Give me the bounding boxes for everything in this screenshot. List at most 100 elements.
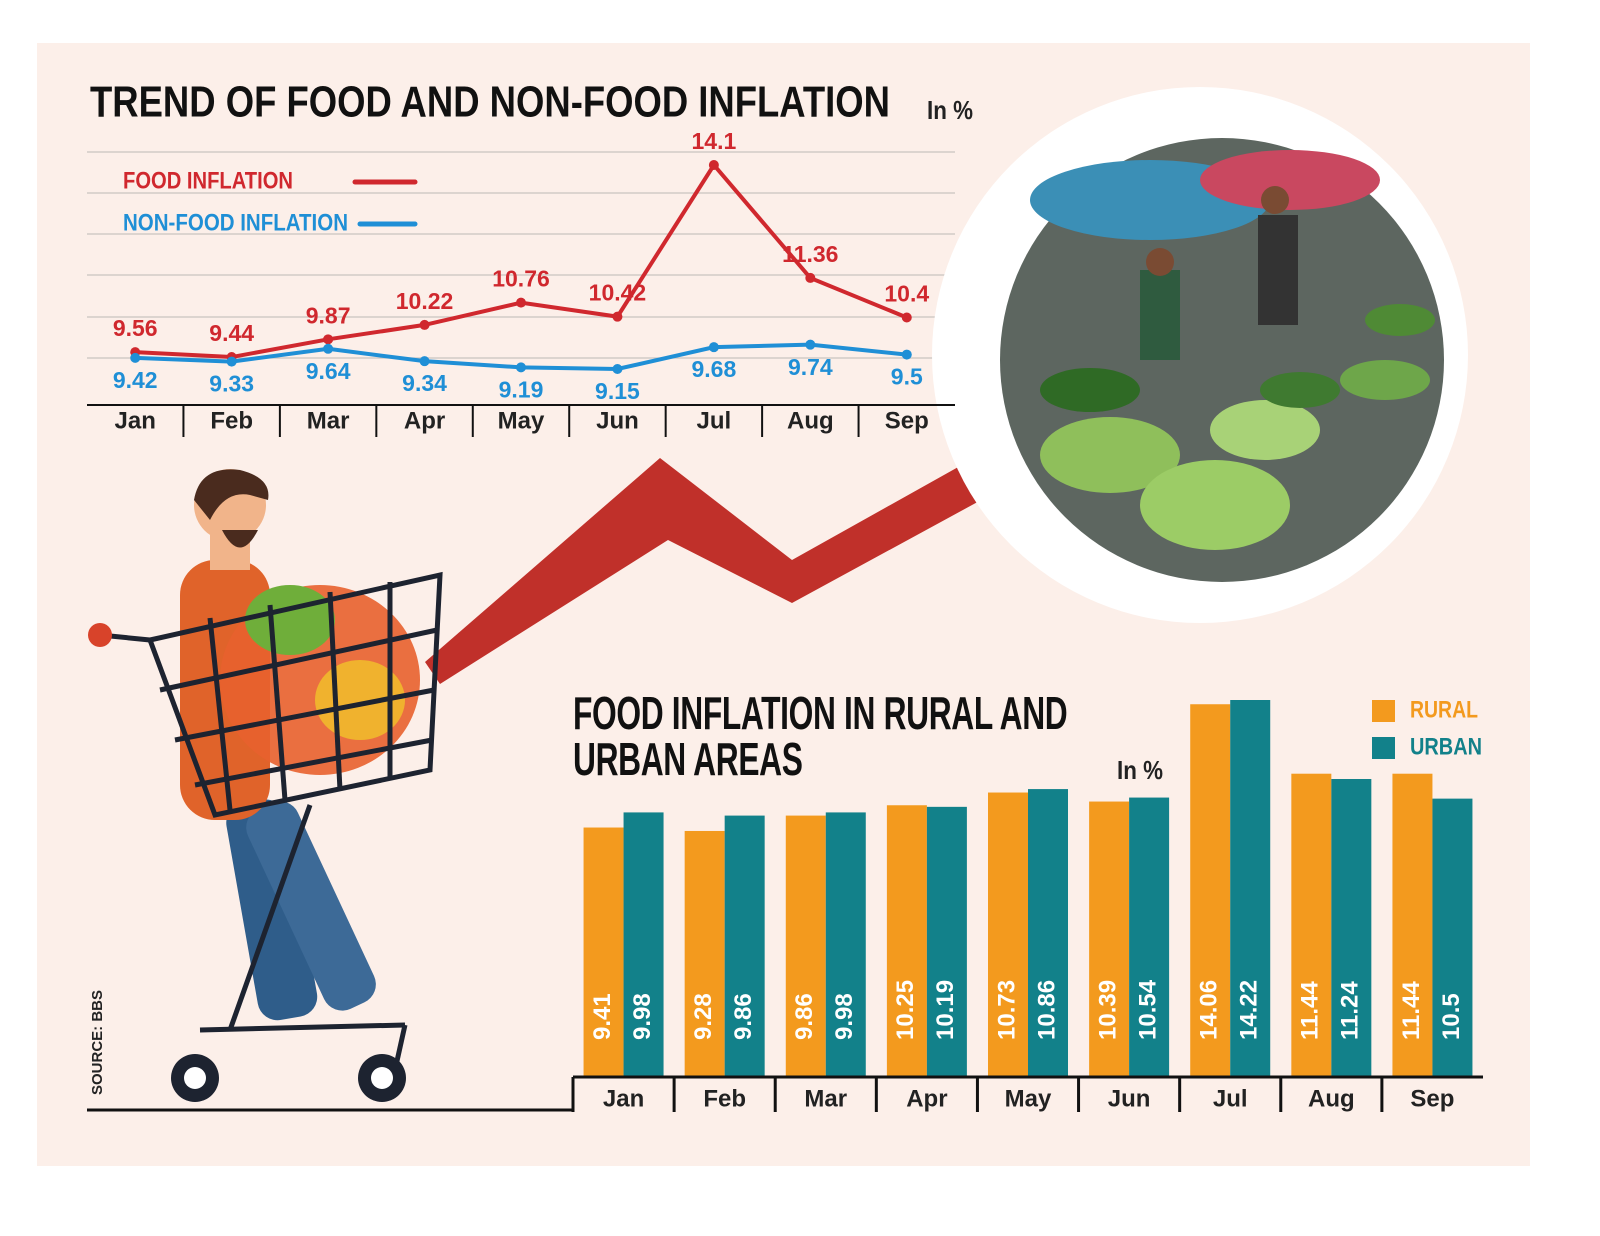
value-label: 10.42 — [589, 280, 647, 306]
point — [708, 342, 719, 353]
value-label: 9.56 — [113, 315, 158, 341]
bar — [825, 812, 866, 1077]
x-tick-label: Aug — [787, 407, 834, 434]
value-label: 9.44 — [209, 320, 254, 346]
value-label: 9.19 — [499, 376, 544, 402]
point — [805, 272, 816, 283]
x-tick-label: Aug — [1308, 1085, 1355, 1112]
value-label: 10.39 — [1094, 980, 1121, 1040]
legend-label: URBAN — [1410, 733, 1482, 760]
value-label: 10.19 — [932, 980, 959, 1040]
x-tick-label: Jul — [697, 407, 732, 434]
guide-lines — [87, 151, 955, 359]
point — [612, 311, 623, 322]
value-label: 14.1 — [692, 128, 737, 154]
value-label: 9.5 — [891, 364, 923, 390]
x-tick-label: Sep — [885, 407, 929, 434]
value-label: 10.76 — [492, 266, 550, 292]
value-label: 9.86 — [791, 993, 818, 1040]
point — [516, 297, 526, 308]
point — [901, 312, 912, 323]
value-label: 10.5 — [1438, 993, 1465, 1040]
x-tick-label: May — [498, 407, 545, 434]
point — [419, 319, 430, 330]
legend-label: NON-FOOD INFLATION — [123, 209, 348, 236]
x-tick-label: Mar — [804, 1085, 847, 1112]
x-tick-label: Jan — [603, 1085, 644, 1112]
bar — [1331, 779, 1372, 1077]
bar — [724, 815, 765, 1077]
value-label: 14.22 — [1236, 980, 1263, 1040]
arrow — [425, 412, 1070, 684]
value-label: 9.68 — [692, 356, 737, 382]
x-tick-label: Jan — [115, 407, 156, 434]
legend-label: RURAL — [1410, 696, 1478, 723]
value-label: 10.54 — [1134, 979, 1161, 1040]
point — [323, 334, 334, 345]
value-label: 10.4 — [884, 281, 929, 307]
value-label: 9.28 — [690, 993, 717, 1040]
bar — [1432, 798, 1473, 1077]
value-label: 9.74 — [788, 354, 833, 380]
value-label: 10.25 — [892, 980, 919, 1040]
x-tick-label: Feb — [703, 1085, 746, 1112]
x-tick-label: Apr — [906, 1085, 947, 1112]
chart-title: FOOD INFLATION IN RURAL AND URBAN AREAS — [573, 687, 1068, 785]
bar — [926, 806, 967, 1077]
bar — [1190, 704, 1231, 1077]
x-tick-label: Feb — [210, 407, 253, 434]
x-tick-label: Jul — [1213, 1085, 1248, 1112]
value-label: 10.73 — [993, 980, 1020, 1040]
x-tick-label: May — [1005, 1085, 1052, 1112]
bar — [1230, 700, 1271, 1077]
bar — [1291, 773, 1332, 1077]
value-label: 11.44 — [1297, 981, 1324, 1040]
legend-swatch — [1372, 737, 1395, 759]
bar — [583, 827, 624, 1077]
bar — [1028, 789, 1068, 1077]
unit-label: In % — [927, 95, 973, 125]
bar — [785, 815, 826, 1077]
cart-illustration — [87, 469, 573, 1112]
value-label: 10.86 — [1033, 980, 1060, 1040]
bar — [623, 812, 664, 1077]
value-label: 9.98 — [629, 993, 656, 1040]
chart-title: TREND OF FOOD AND NON-FOOD INFLATION — [90, 78, 890, 127]
value-label: 10.22 — [396, 288, 454, 314]
value-label: 9.33 — [209, 371, 254, 397]
point — [901, 349, 912, 360]
bar — [1129, 797, 1170, 1077]
value-label: 11.24 — [1337, 981, 1364, 1040]
source: SOURCE: BBS — [89, 990, 106, 1095]
value-label: 14.06 — [1196, 980, 1223, 1040]
value-label: 11.44 — [1398, 981, 1425, 1040]
photo — [932, 87, 1468, 623]
bar — [1089, 801, 1130, 1077]
point — [516, 362, 526, 373]
value-label: 9.86 — [730, 993, 757, 1040]
point — [708, 160, 719, 170]
point — [226, 356, 237, 367]
value-label: 9.42 — [113, 367, 158, 393]
bar — [886, 805, 927, 1077]
value-label: 9.64 — [306, 358, 351, 384]
value-label: 9.87 — [306, 302, 351, 328]
x-tick-label: Jun — [1108, 1085, 1151, 1112]
value-label: 9.98 — [831, 993, 858, 1040]
x-tick-label: Jun — [596, 407, 639, 434]
x-tick-label: Mar — [307, 407, 350, 434]
point — [805, 339, 816, 350]
point — [419, 356, 430, 367]
x-tick-label: Sep — [1410, 1085, 1454, 1112]
value-label: 9.34 — [402, 370, 447, 396]
bar — [988, 792, 1028, 1077]
point — [323, 343, 334, 354]
value-label: 9.15 — [595, 378, 640, 404]
value-label: 9.41 — [589, 993, 616, 1040]
unit-label: In % — [1117, 755, 1163, 785]
point — [130, 352, 141, 363]
point — [612, 364, 623, 374]
legend-label: FOOD INFLATION — [123, 167, 293, 194]
